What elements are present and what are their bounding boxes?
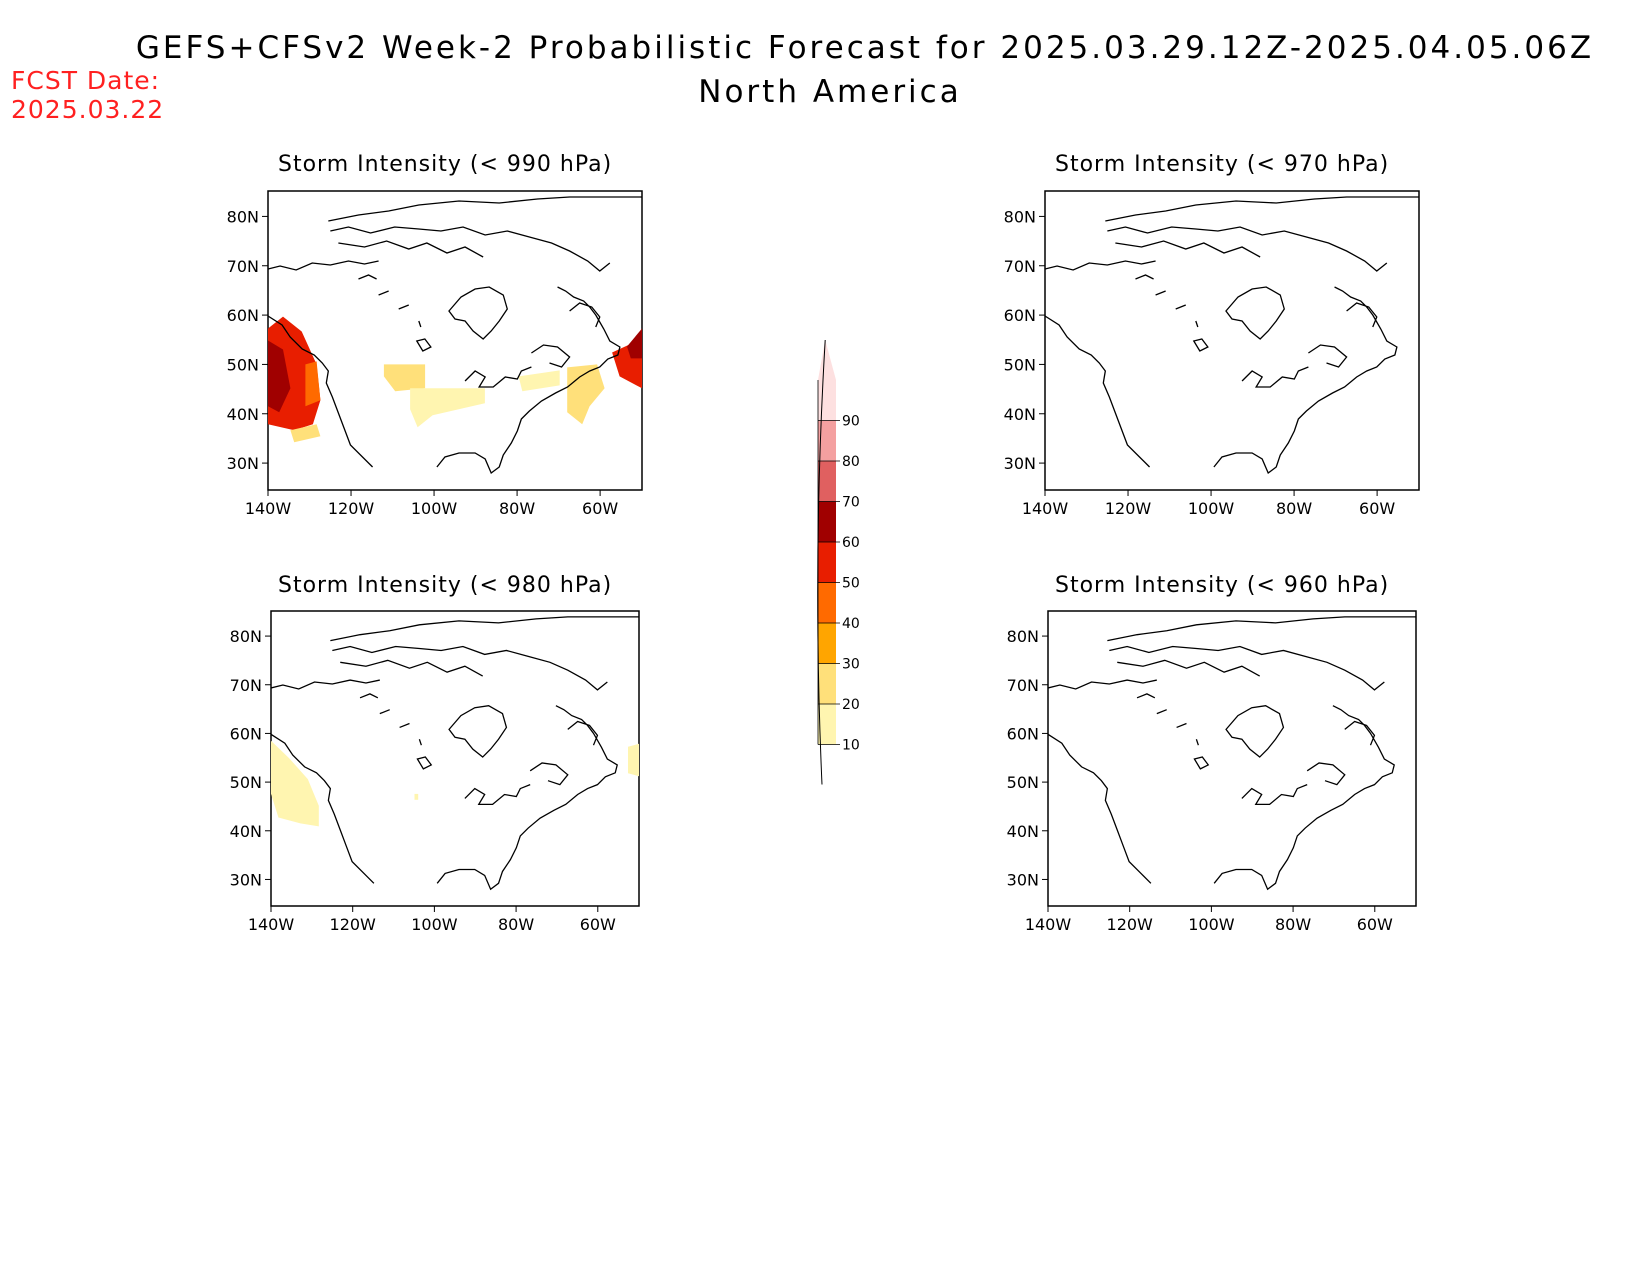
panel-title-960: Storm Intensity (< 960 hPa): [1055, 573, 1390, 598]
colorbar-label: 80: [842, 454, 860, 470]
lat-tick-label: 30N: [227, 454, 259, 473]
lat-tick-label: 60N: [1007, 724, 1039, 743]
lat-tick-label: 30N: [230, 870, 262, 889]
region-subtitle: North America: [698, 74, 962, 110]
map-frame: [1047, 610, 1417, 907]
lon-tick-label: 140W: [1025, 915, 1072, 934]
lon-tick-label: 80W: [1276, 499, 1312, 518]
lat-tick-label: 60N: [230, 724, 262, 743]
colorbar-label: 10: [842, 738, 860, 754]
panel-title-980: Storm Intensity (< 980 hPa): [278, 573, 613, 598]
lon-tick-label: 60W: [1359, 499, 1395, 518]
lat-tick-label: 50N: [227, 355, 259, 374]
probability-shading: [383, 364, 426, 392]
colorbar-segment: [818, 380, 836, 421]
map-frame: [1044, 190, 1420, 491]
probability-shading: [627, 328, 642, 359]
colorbar-segment: [818, 501, 836, 542]
lon-tick-label: 60W: [580, 915, 616, 934]
probability-shading: [518, 370, 560, 392]
colorbar-segment: [818, 420, 836, 461]
colorbar-label: 90: [842, 414, 860, 430]
lat-tick-label: 70N: [1004, 257, 1036, 276]
colorbar-segment: [818, 663, 836, 704]
lat-tick-label: 30N: [1004, 454, 1036, 473]
lat-tick-label: 40N: [227, 405, 259, 424]
lon-tick-label: 120W: [328, 499, 375, 518]
colorbar-segment: [818, 461, 836, 502]
lon-tick-label: 60W: [582, 499, 618, 518]
lat-tick-label: 30N: [1007, 870, 1039, 889]
lon-tick-label: 120W: [1107, 915, 1154, 934]
map-frame: [267, 190, 643, 491]
probability-shading: [628, 743, 639, 777]
lon-tick-label: 60W: [1357, 915, 1393, 934]
lat-tick-label: 60N: [1004, 306, 1036, 325]
lat-tick-label: 80N: [1004, 207, 1036, 226]
lon-tick-label: 100W: [1188, 915, 1235, 934]
colorbar-label: 70: [842, 495, 860, 511]
lon-tick-label: 80W: [498, 915, 534, 934]
map-panel-p980: 80N 70N 60N 50N 40N 30N 140W 120W 100W 80W 60W: [230, 610, 640, 934]
lon-tick-label: 80W: [1275, 915, 1311, 934]
forecast-date-label: FCST Date:: [11, 66, 161, 95]
colorbar-segment: [818, 623, 836, 664]
map-frame: [270, 610, 640, 907]
map-panel-p960: 80N 70N 60N 50N 40N 30N 140W 120W 100W 80W 60W: [1007, 610, 1417, 934]
lat-tick-label: 70N: [230, 676, 262, 695]
lat-tick-label: 50N: [1004, 355, 1036, 374]
lat-tick-label: 40N: [1004, 405, 1036, 424]
colorbar-label: 50: [842, 576, 860, 592]
map-panel-p970: 80N 70N 60N 50N 40N 30N 140W 120W 100W 80W 60W: [1004, 190, 1420, 518]
colorbar-label: 20: [842, 697, 860, 713]
lat-tick-label: 70N: [227, 257, 259, 276]
lon-tick-label: 100W: [411, 915, 458, 934]
colorbar-segment: [818, 704, 836, 745]
lat-tick-label: 80N: [1007, 627, 1039, 646]
panel-title-990: Storm Intensity (< 990 hPa): [278, 152, 613, 177]
forecast-date-value: 2025.03.22: [11, 95, 165, 124]
panel-title-970: Storm Intensity (< 970 hPa): [1055, 152, 1390, 177]
colorbar-label: 30: [842, 657, 860, 673]
lat-tick-label: 50N: [230, 773, 262, 792]
lat-tick-label: 40N: [1007, 822, 1039, 841]
colorbar-label: 60: [842, 535, 860, 551]
colorbar-label: 40: [842, 616, 860, 632]
colorbar: 10 20 30 40 50 60 70 80 90: [817, 339, 860, 785]
probability-shading: [414, 793, 419, 800]
lon-tick-label: 140W: [1022, 499, 1069, 518]
colorbar-segment: [818, 582, 836, 623]
lon-tick-label: 140W: [245, 499, 292, 518]
probability-shading: [290, 424, 321, 443]
lon-tick-label: 120W: [330, 915, 377, 934]
map-panel-p990: 80N 70N 60N 50N 40N 30N 140W 120W 100W 80W 60W: [227, 190, 643, 518]
lon-tick-label: 140W: [248, 915, 295, 934]
lat-tick-label: 80N: [227, 207, 259, 226]
lat-tick-label: 70N: [1007, 676, 1039, 695]
lat-tick-label: 50N: [1007, 773, 1039, 792]
probability-shading: [268, 340, 291, 413]
lon-tick-label: 120W: [1105, 499, 1152, 518]
lon-tick-label: 100W: [411, 499, 458, 518]
lon-tick-label: 100W: [1188, 499, 1235, 518]
lat-tick-label: 40N: [230, 822, 262, 841]
probability-shading: [410, 388, 485, 428]
probability-shading: [305, 361, 321, 407]
main-title: GEFS+CFSv2 Week-2 Probabilistic Forecast…: [135, 30, 1595, 66]
lon-tick-label: 80W: [499, 499, 535, 518]
colorbar-segment: [818, 542, 836, 583]
lat-tick-label: 60N: [227, 306, 259, 325]
probability-shading: [271, 740, 319, 827]
lat-tick-label: 80N: [230, 627, 262, 646]
